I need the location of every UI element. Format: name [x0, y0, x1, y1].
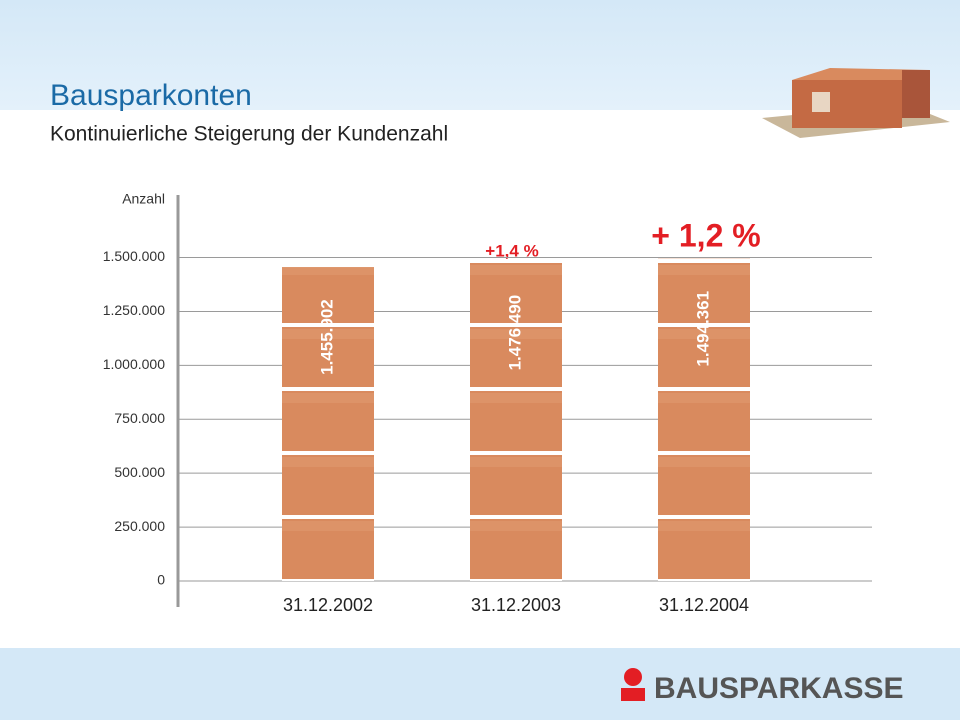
title: Bausparkonten [50, 79, 252, 112]
value-label: 1.494.361 [693, 291, 712, 367]
value-label: 1.455.902 [317, 299, 336, 375]
subtitle: Kontinuierliche Steigerung der Kundenzah… [50, 123, 448, 146]
x-tick-label: 31.12.2002 [283, 595, 373, 615]
y-tick-label: 250.000 [114, 518, 165, 534]
y-axis-label: Anzahl [122, 191, 165, 207]
y-tick-label: 500.000 [114, 464, 165, 480]
y-tick-label: 750.000 [114, 410, 165, 426]
y-tick-label: 1.000.000 [103, 356, 165, 372]
y-tick-label: 1.500.000 [103, 248, 165, 264]
x-tick-label: 31.12.2004 [659, 595, 749, 615]
y-tick-label: 1.250.000 [103, 302, 165, 318]
house-illustration [762, 68, 950, 138]
value-label: 1.476.490 [505, 295, 524, 371]
logo-text: BAUSPARKASSE [654, 672, 903, 705]
bar [282, 267, 374, 581]
annotation: +1,4 % [485, 241, 538, 260]
y-tick-label: 0 [157, 572, 165, 588]
logo: BAUSPARKASSE [621, 668, 903, 705]
x-tick-label: 31.12.2003 [471, 595, 561, 615]
footer-band [0, 648, 960, 720]
annotation: + 1,2 % [651, 217, 760, 253]
bar [470, 262, 562, 581]
bar [658, 258, 750, 581]
